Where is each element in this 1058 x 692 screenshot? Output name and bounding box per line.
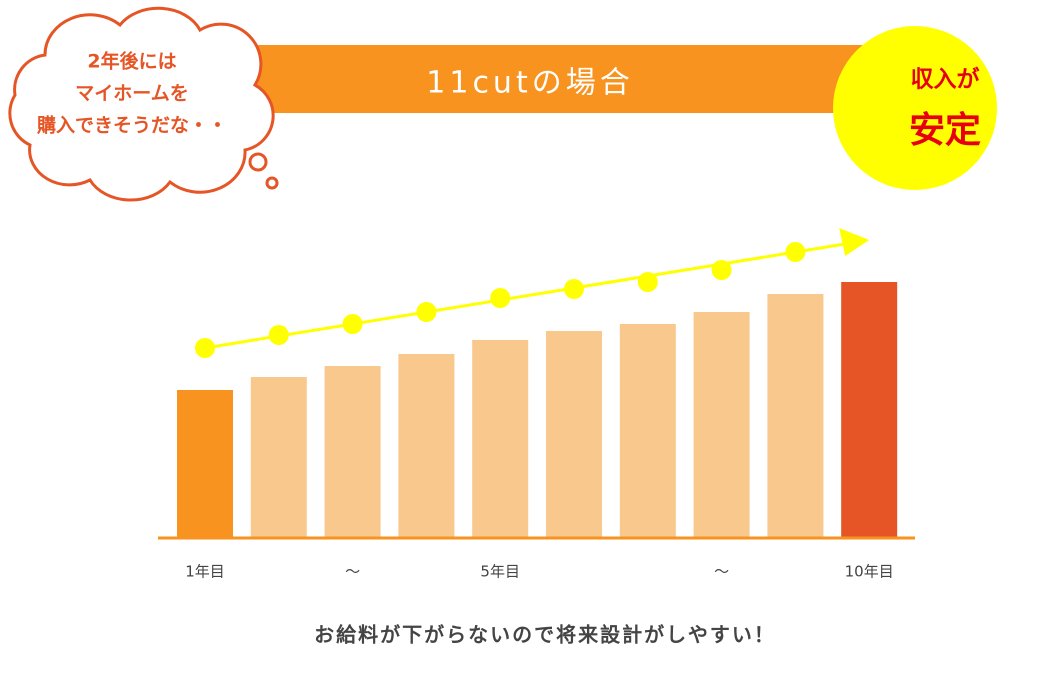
x-tick-label: 1年目 bbox=[185, 563, 225, 581]
badge-text: 安定 bbox=[909, 110, 981, 151]
bar bbox=[250, 377, 307, 537]
thought-text: マイホームを bbox=[75, 83, 188, 105]
trend-dot bbox=[490, 288, 511, 308]
bar bbox=[324, 366, 381, 537]
thought-text: 2年後には bbox=[87, 50, 176, 73]
trend-dot bbox=[711, 260, 732, 280]
chart-title: 11cutの場合 bbox=[426, 66, 633, 101]
trend-dot bbox=[785, 242, 806, 262]
trend-dot bbox=[342, 314, 363, 334]
x-tick-label: 〜 bbox=[714, 563, 729, 581]
title-banner bbox=[250, 45, 880, 113]
bar bbox=[693, 312, 750, 537]
trend-dot bbox=[564, 279, 584, 299]
bar bbox=[398, 354, 455, 537]
trend-dot bbox=[195, 338, 215, 358]
badge-circle bbox=[833, 26, 997, 190]
bar bbox=[767, 294, 824, 537]
bar bbox=[177, 390, 233, 537]
bubble-dot bbox=[265, 176, 279, 190]
trend-dot bbox=[637, 272, 658, 292]
x-tick-label: 10年目 bbox=[845, 563, 894, 581]
bar bbox=[546, 331, 602, 537]
trend-dot bbox=[416, 302, 437, 322]
trend-arrow bbox=[839, 228, 870, 256]
bar bbox=[472, 340, 529, 537]
caption: お給料が下がらないので将来設計がしやすい！ bbox=[314, 623, 776, 647]
x-tick-label: 〜 bbox=[345, 563, 360, 581]
bubble-dot bbox=[248, 152, 268, 172]
thought-text: 購入できそうだな・・ bbox=[37, 114, 227, 137]
thought-bubble bbox=[8, 6, 275, 202]
trend-dot bbox=[268, 325, 289, 345]
x-tick-label: 5年目 bbox=[480, 563, 520, 581]
badge-text: 収入が bbox=[911, 66, 980, 93]
trend-line bbox=[204, 240, 858, 350]
bar bbox=[619, 324, 676, 537]
bar bbox=[841, 282, 898, 537]
